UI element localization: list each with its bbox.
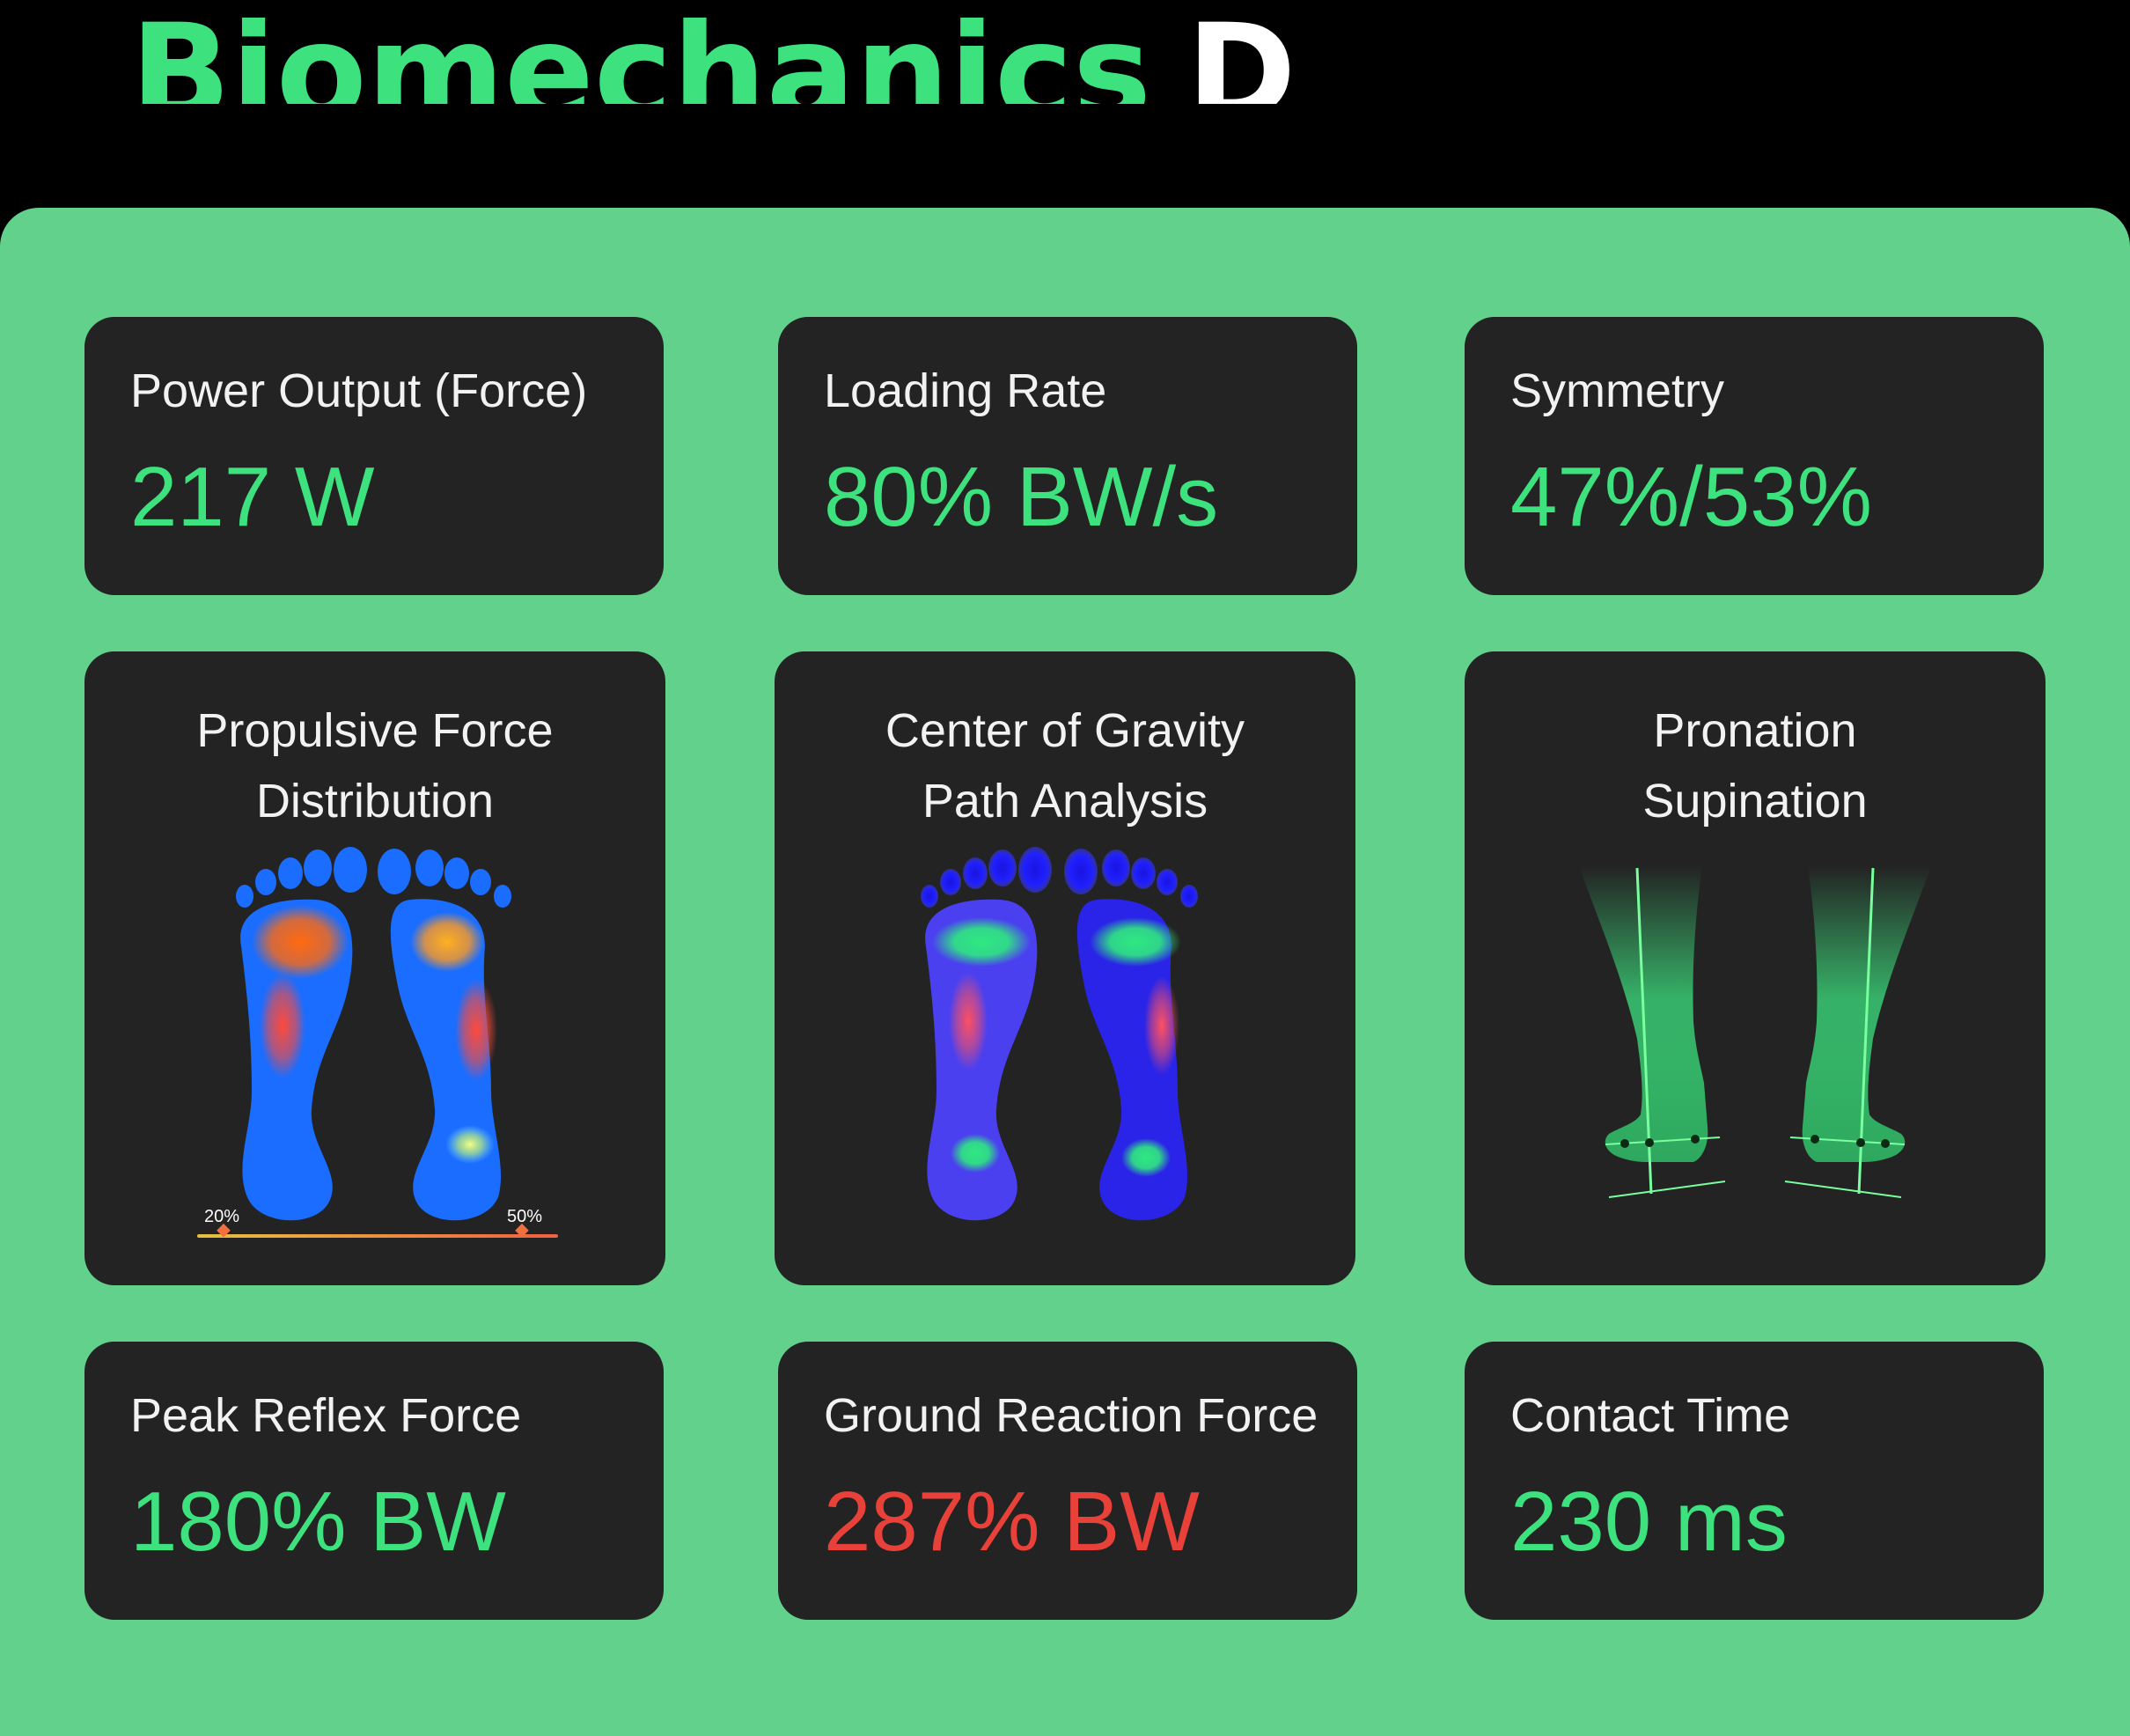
symmetry-label: Symmetry [1510,364,1724,417]
right-foot-icon [1064,849,1198,1221]
peak-reflex-force-value: 180% BW [130,1475,506,1569]
loading-rate-value: 80% BW/s [824,450,1219,544]
page-title-highlight: Biomechanics [130,7,1152,104]
propulsive-force-title: Propulsive Force Distribution [196,704,554,828]
ground-reaction-force-card: Ground Reaction Force 287% BW [778,1342,1357,1620]
metrics-panel: Power Output (Force) 217 W Loading Rate … [0,208,2130,1736]
left-foot-icon [236,847,367,1221]
pronation-supination-card: Pronation Supination [1465,651,2046,1285]
peak-reflex-force-label: Peak Reflex Force [130,1389,522,1442]
power-output-value: 217 W [130,450,375,544]
page-title-rest: Data [1186,7,1292,104]
ground-reaction-force-label: Ground Reaction Force [824,1389,1318,1442]
right-leg-icon [1784,866,1931,1198]
scale-max-label: 50% [507,1207,542,1226]
right-foot-icon [378,849,511,1221]
symmetry-card: Symmetry 47%/53% [1465,317,2044,595]
center-of-gravity-title: Center of Gravity Path Analysis [885,704,1245,828]
loading-rate-label: Loading Rate [824,364,1107,417]
power-output-label: Power Output (Force) [130,364,588,417]
gravity-path-visual [921,847,1198,1221]
contact-time-value: 230 ms [1510,1475,1788,1569]
left-leg-icon [1579,866,1726,1198]
pressure-map-visual: 20% 50% [197,847,558,1238]
loading-rate-card: Loading Rate 80% BW/s [778,317,1357,595]
page-title: Biomechanics Data [130,7,1292,104]
power-output-card: Power Output (Force) 217 W [84,317,664,595]
center-of-gravity-card: Center of Gravity Path Analysis [775,651,1355,1285]
scale-bar [197,1234,558,1238]
left-foot-icon [921,847,1052,1221]
contact-time-card: Contact Time 230 ms [1465,1342,2044,1620]
symmetry-value: 47%/53% [1510,450,1872,544]
peak-reflex-force-card: Peak Reflex Force 180% BW [84,1342,664,1620]
propulsive-force-card: Propulsive Force Distribution [84,651,665,1285]
pronation-visual [1579,866,1931,1198]
ground-reaction-force-value: 287% BW [824,1475,1200,1569]
pronation-supination-title: Pronation Supination [1642,704,1868,828]
scale-min-label: 20% [204,1207,239,1226]
contact-time-label: Contact Time [1510,1389,1791,1442]
